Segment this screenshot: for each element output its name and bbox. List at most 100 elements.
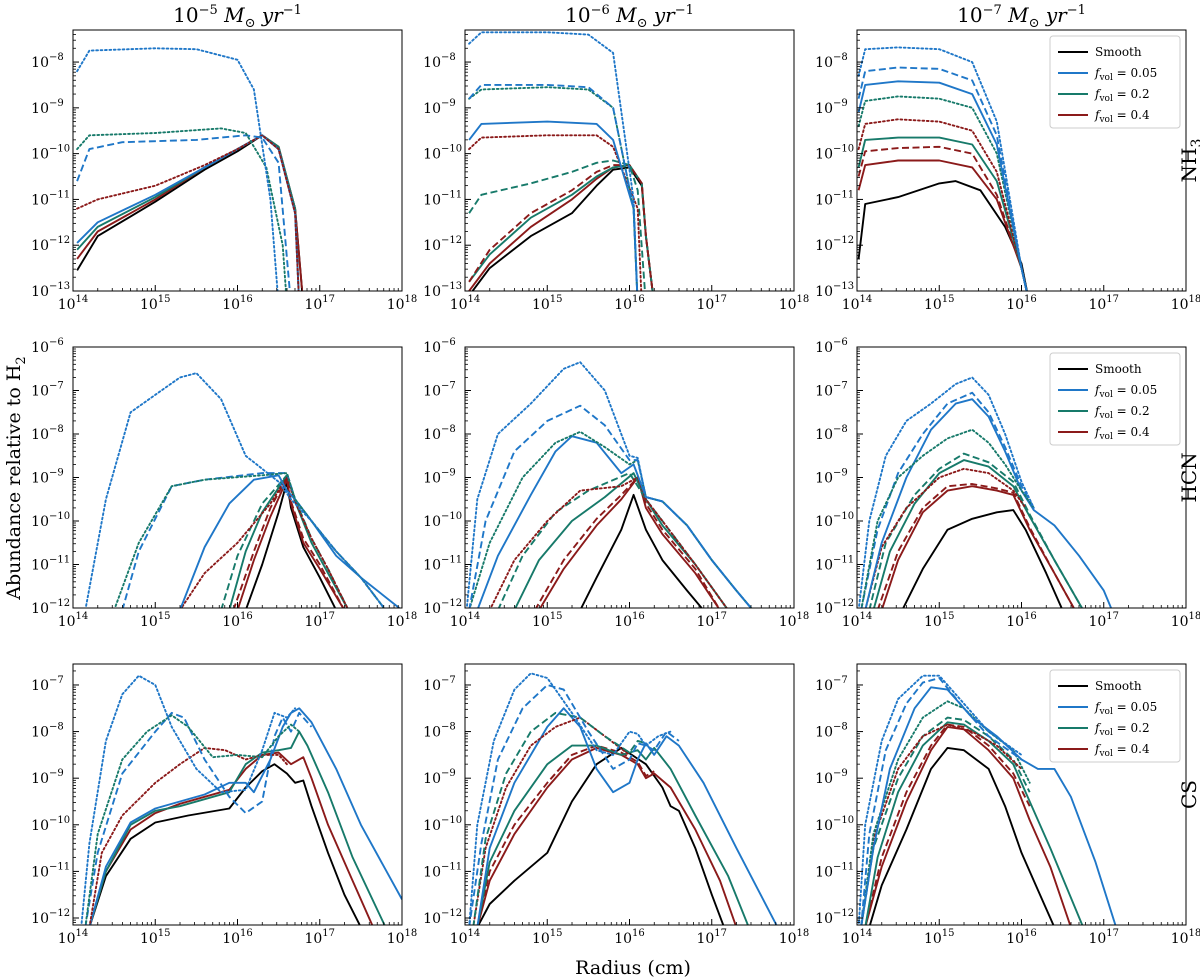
y-tick-label: 10−7 bbox=[815, 381, 848, 400]
y-tick-mantissa: 10 bbox=[815, 147, 833, 163]
x-tick-exponent: 17 bbox=[1106, 294, 1119, 305]
y-tick-mantissa: 10 bbox=[815, 601, 833, 617]
x-tick-exponent: 14 bbox=[860, 928, 873, 939]
series-line-0-05-dotted bbox=[857, 46, 1028, 291]
y-tick-exponent: −13 bbox=[441, 281, 462, 292]
y-tick-exponent: −6 bbox=[49, 337, 64, 348]
panel-frame bbox=[464, 29, 795, 292]
y-tick-mantissa: 10 bbox=[815, 818, 833, 834]
y-tick-mantissa: 10 bbox=[31, 238, 49, 254]
x-tick-exponent: 18 bbox=[797, 294, 810, 305]
series-line-0-4-solid bbox=[89, 751, 374, 925]
x-tick-mantissa: 10 bbox=[450, 931, 468, 947]
y-tick-exponent: −8 bbox=[49, 52, 64, 63]
x-tick-mantissa: 10 bbox=[614, 614, 632, 630]
y-tick-mantissa: 10 bbox=[815, 864, 833, 880]
series-line-0-2-dotted bbox=[76, 127, 287, 291]
series-group bbox=[84, 372, 401, 608]
legend-label: fvol = 0.2 bbox=[1094, 87, 1150, 104]
x-tick-exponent: 17 bbox=[714, 294, 727, 305]
y-tick-label: 10−10 bbox=[31, 144, 70, 163]
legend-label: fvol = 0.2 bbox=[1094, 721, 1150, 738]
x-tick-label: 1018 bbox=[779, 611, 810, 630]
x-tick-label: 1017 bbox=[696, 611, 727, 630]
y-tick-label: 10−7 bbox=[423, 381, 456, 400]
x-tick-mantissa: 10 bbox=[222, 931, 240, 947]
y-tick-exponent: −10 bbox=[49, 815, 70, 826]
y-tick-exponent: −10 bbox=[833, 511, 854, 522]
y-tick-label: 10−10 bbox=[423, 511, 462, 530]
x-tick-label: 1014 bbox=[58, 294, 89, 313]
x-ticks: 1014 1015 1016 1017 1018 bbox=[58, 602, 417, 630]
x-tick-label: 1015 bbox=[140, 928, 171, 947]
y-tick-exponent: −11 bbox=[833, 189, 854, 200]
series-line-0-05-dotted bbox=[857, 376, 1035, 608]
legend-label-sub: vol bbox=[1098, 73, 1113, 83]
series-line-0-05-dashed bbox=[468, 83, 639, 291]
x-tick-exponent: 16 bbox=[632, 928, 645, 939]
series-line-smooth bbox=[902, 509, 1063, 608]
series-line-0-05-dashed bbox=[121, 472, 386, 608]
x-tick-mantissa: 10 bbox=[304, 297, 322, 313]
y-tick-mantissa: 10 bbox=[31, 725, 49, 741]
series-line-0-05-dashed bbox=[860, 677, 1023, 925]
y-tick-label: 10−12 bbox=[815, 908, 854, 927]
y-tick-exponent: −11 bbox=[49, 189, 70, 200]
y-tick-mantissa: 10 bbox=[31, 284, 49, 300]
x-tick-exponent: 16 bbox=[1024, 928, 1037, 939]
x-tick-mantissa: 10 bbox=[58, 614, 76, 630]
series-line-0-4-dashed bbox=[476, 744, 655, 925]
legend-label: fvol = 0.05 bbox=[1094, 700, 1157, 717]
y-tick-exponent: −11 bbox=[441, 189, 462, 200]
y-tick-mantissa: 10 bbox=[423, 147, 441, 163]
x-tick-label: 1016 bbox=[1006, 611, 1037, 630]
legend-label-value: = 0.05 bbox=[1113, 700, 1157, 714]
x-tick-label: 1017 bbox=[696, 294, 727, 313]
column-title-unit-sub: ⊙ bbox=[245, 16, 256, 31]
y-tick-label: 10−13 bbox=[423, 281, 462, 300]
x-tick-exponent: 18 bbox=[1189, 928, 1200, 939]
y-tick-exponent: −11 bbox=[441, 861, 462, 872]
column-title-rate-exponent: −1 bbox=[675, 3, 694, 18]
series-group bbox=[468, 672, 778, 925]
x-tick-exponent: 15 bbox=[158, 294, 171, 305]
column-title-exponent: −6 bbox=[591, 3, 610, 18]
x-tick-exponent: 15 bbox=[942, 294, 955, 305]
x-tick-label: 1017 bbox=[304, 928, 335, 947]
x-tick-mantissa: 10 bbox=[58, 931, 76, 947]
panel-CS-3: 1014 1015 1016 1017 101810−1210−1110−1010−91… bbox=[815, 663, 1200, 947]
y-tick-mantissa: 10 bbox=[423, 384, 441, 400]
x-tick-label: 1018 bbox=[387, 294, 418, 313]
legend-label: fvol = 0.05 bbox=[1094, 66, 1157, 83]
y-tick-label: 10−9 bbox=[423, 468, 456, 487]
y-tick-mantissa: 10 bbox=[31, 427, 49, 443]
y-tick-exponent: −9 bbox=[441, 98, 456, 109]
x-tick-mantissa: 10 bbox=[696, 614, 714, 630]
legend-label-prefix: f bbox=[1094, 700, 1102, 714]
series-line-0-05-dashed bbox=[860, 391, 1035, 608]
y-tick-mantissa: 10 bbox=[423, 771, 441, 787]
y-tick-exponent: −12 bbox=[441, 235, 462, 246]
row-label-base: HCN bbox=[1177, 452, 1200, 502]
y-tick-mantissa: 10 bbox=[815, 725, 833, 741]
column-title-exponent: −7 bbox=[983, 3, 1002, 18]
y-tick-mantissa: 10 bbox=[423, 558, 441, 574]
series-group bbox=[857, 46, 1028, 291]
y-tick-mantissa: 10 bbox=[423, 678, 441, 694]
series-line-0-05-dotted bbox=[468, 31, 639, 291]
series-line-0-05-solid bbox=[468, 120, 639, 291]
x-tick-mantissa: 10 bbox=[1088, 297, 1106, 313]
column-title-rate-exponent: −1 bbox=[1067, 3, 1086, 18]
y-tick-label: 10−9 bbox=[815, 468, 848, 487]
x-tick-mantissa: 10 bbox=[222, 614, 240, 630]
x-tick-exponent: 18 bbox=[1189, 294, 1200, 305]
legend-label-value: = 0.4 bbox=[1113, 108, 1150, 122]
column-titles: 10−5 M⊙ yr−1 10−6 M⊙ yr−1 10−7 M⊙ yr−1 bbox=[173, 3, 1086, 31]
y-tick-label: 10−10 bbox=[423, 815, 462, 834]
series-line-smooth bbox=[477, 746, 725, 925]
y-tick-mantissa: 10 bbox=[815, 284, 833, 300]
series-line-0-4-dashed bbox=[877, 483, 1075, 608]
y-tick-exponent: −6 bbox=[441, 337, 456, 348]
